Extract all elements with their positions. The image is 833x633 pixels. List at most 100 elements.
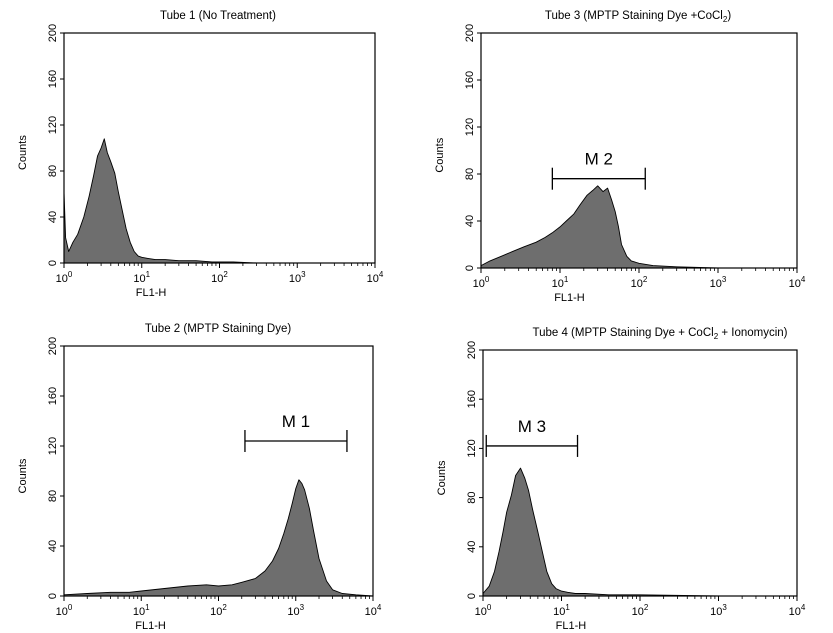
y-tick-label: 120 xyxy=(47,116,59,134)
y-tick-label: 80 xyxy=(47,490,59,502)
y-tick-label: 120 xyxy=(464,118,476,136)
x-tick-base: 10 xyxy=(553,606,565,618)
y-tick-label: 40 xyxy=(47,540,59,552)
x-tick-exponent: 3 xyxy=(301,270,306,279)
x-tick-exponent: 0 xyxy=(68,603,73,612)
x-tick-label: 100 xyxy=(473,275,490,290)
x-tick-label: 100 xyxy=(56,603,73,618)
x-tick-exponent: 0 xyxy=(487,603,492,612)
y-tick-label: 200 xyxy=(47,24,59,42)
y-tick-label: 120 xyxy=(466,439,478,457)
x-tick-exponent: 2 xyxy=(643,275,648,284)
x-tick-base: 10 xyxy=(632,606,644,618)
x-tick-label: 101 xyxy=(133,603,150,618)
y-axis-label: Counts xyxy=(17,458,29,493)
x-tick-exponent: 1 xyxy=(146,270,151,279)
marker-label: M 2 xyxy=(585,150,613,169)
x-tick-exponent: 2 xyxy=(644,603,649,612)
x-tick-exponent: 4 xyxy=(801,275,806,284)
x-tick-base: 10 xyxy=(710,606,722,618)
x-tick-exponent: 2 xyxy=(222,603,227,612)
x-tick-label: 100 xyxy=(56,270,73,285)
x-tick-base: 10 xyxy=(789,278,801,290)
histogram-area xyxy=(480,185,798,269)
panel-title-main: Tube 4 (MPTP Staining Dye + CoCl xyxy=(532,327,713,339)
y-tick-label: 0 xyxy=(47,593,59,599)
plot-frame xyxy=(480,32,798,269)
y-tick-label: 200 xyxy=(47,337,59,355)
x-tick-label: 103 xyxy=(289,270,306,285)
x-tick-label: 103 xyxy=(710,275,727,290)
x-tick-base: 10 xyxy=(367,273,379,285)
x-axis-label: FL1-H xyxy=(554,292,585,304)
x-tick-label: 102 xyxy=(210,603,227,618)
y-tick-label: 40 xyxy=(464,215,476,227)
x-tick-exponent: 0 xyxy=(485,275,490,284)
y-tick-label: 0 xyxy=(464,265,476,271)
y-tick-label: 200 xyxy=(466,341,478,359)
y-tick-label: 120 xyxy=(47,437,59,455)
x-tick-base: 10 xyxy=(133,273,145,285)
x-tick-label: 100 xyxy=(475,603,492,618)
marker-label: M 3 xyxy=(518,417,546,436)
panel-title-tail: + Ionomycin) xyxy=(718,327,788,339)
x-tick-base: 10 xyxy=(473,278,485,290)
x-tick-exponent: 4 xyxy=(379,270,384,279)
histogram-area xyxy=(63,479,374,597)
x-tick-label: 101 xyxy=(133,270,150,285)
x-tick-exponent: 3 xyxy=(722,275,727,284)
x-tick-label: 104 xyxy=(367,270,384,285)
y-axis-label: Counts xyxy=(17,135,29,170)
x-tick-exponent: 4 xyxy=(377,603,382,612)
y-tick-label: 160 xyxy=(466,390,478,408)
x-tick-exponent: 0 xyxy=(68,270,73,279)
x-tick-base: 10 xyxy=(289,273,301,285)
y-tick-label: 160 xyxy=(47,70,59,88)
histogram-area xyxy=(63,138,376,264)
panel-title-subscript: 2 xyxy=(714,332,719,341)
panel-title-main: Tube 3 (MPTP Staining Dye +CoCl xyxy=(545,10,723,22)
panel-title-subscript: 2 xyxy=(723,15,728,24)
x-tick-base: 10 xyxy=(475,606,487,618)
x-tick-base: 10 xyxy=(287,606,299,618)
x-axis-label: FL1-H xyxy=(136,287,167,299)
x-tick-label: 104 xyxy=(789,603,806,618)
panel-title-tail: ) xyxy=(727,10,731,22)
y-tick-label: 160 xyxy=(464,71,476,89)
x-tick-label: 103 xyxy=(287,603,304,618)
x-tick-exponent: 3 xyxy=(722,603,727,612)
x-tick-label: 103 xyxy=(710,603,727,618)
panel-title: Tube 1 (No Treatment) xyxy=(160,10,276,22)
y-tick-label: 80 xyxy=(464,168,476,180)
x-tick-label: 101 xyxy=(552,275,569,290)
y-tick-label: 80 xyxy=(47,165,59,177)
panel-title-main: Tube 2 (MPTP Staining Dye) xyxy=(145,323,292,335)
x-tick-exponent: 4 xyxy=(801,603,806,612)
x-tick-label: 101 xyxy=(553,603,570,618)
x-tick-base: 10 xyxy=(710,278,722,290)
histogram-area xyxy=(482,467,798,597)
x-tick-base: 10 xyxy=(552,278,564,290)
panel-title: Tube 2 (MPTP Staining Dye) xyxy=(145,323,292,335)
y-tick-label: 0 xyxy=(466,593,478,599)
x-tick-exponent: 3 xyxy=(300,603,305,612)
x-tick-base: 10 xyxy=(211,273,223,285)
y-tick-label: 160 xyxy=(47,387,59,405)
x-tick-exponent: 1 xyxy=(565,603,570,612)
x-tick-label: 102 xyxy=(631,275,648,290)
x-axis-label: FL1-H xyxy=(135,620,166,632)
y-tick-label: 40 xyxy=(466,541,478,553)
x-tick-label: 104 xyxy=(789,275,806,290)
chart-panel-2: Tube 3 (MPTP Staining Dye +CoCl2)0408012… xyxy=(434,10,806,304)
panel-title-main: Tube 1 (No Treatment) xyxy=(160,10,276,22)
chart-panel-3: Tube 2 (MPTP Staining Dye)04080120160200… xyxy=(17,323,382,632)
y-tick-label: 0 xyxy=(47,260,59,266)
x-axis-label: FL1-H xyxy=(556,620,587,632)
x-tick-label: 102 xyxy=(632,603,649,618)
y-axis-label: Counts xyxy=(434,137,446,172)
y-tick-label: 200 xyxy=(464,24,476,42)
x-tick-exponent: 1 xyxy=(145,603,150,612)
x-tick-base: 10 xyxy=(133,606,145,618)
marker-label: M 1 xyxy=(282,412,310,431)
